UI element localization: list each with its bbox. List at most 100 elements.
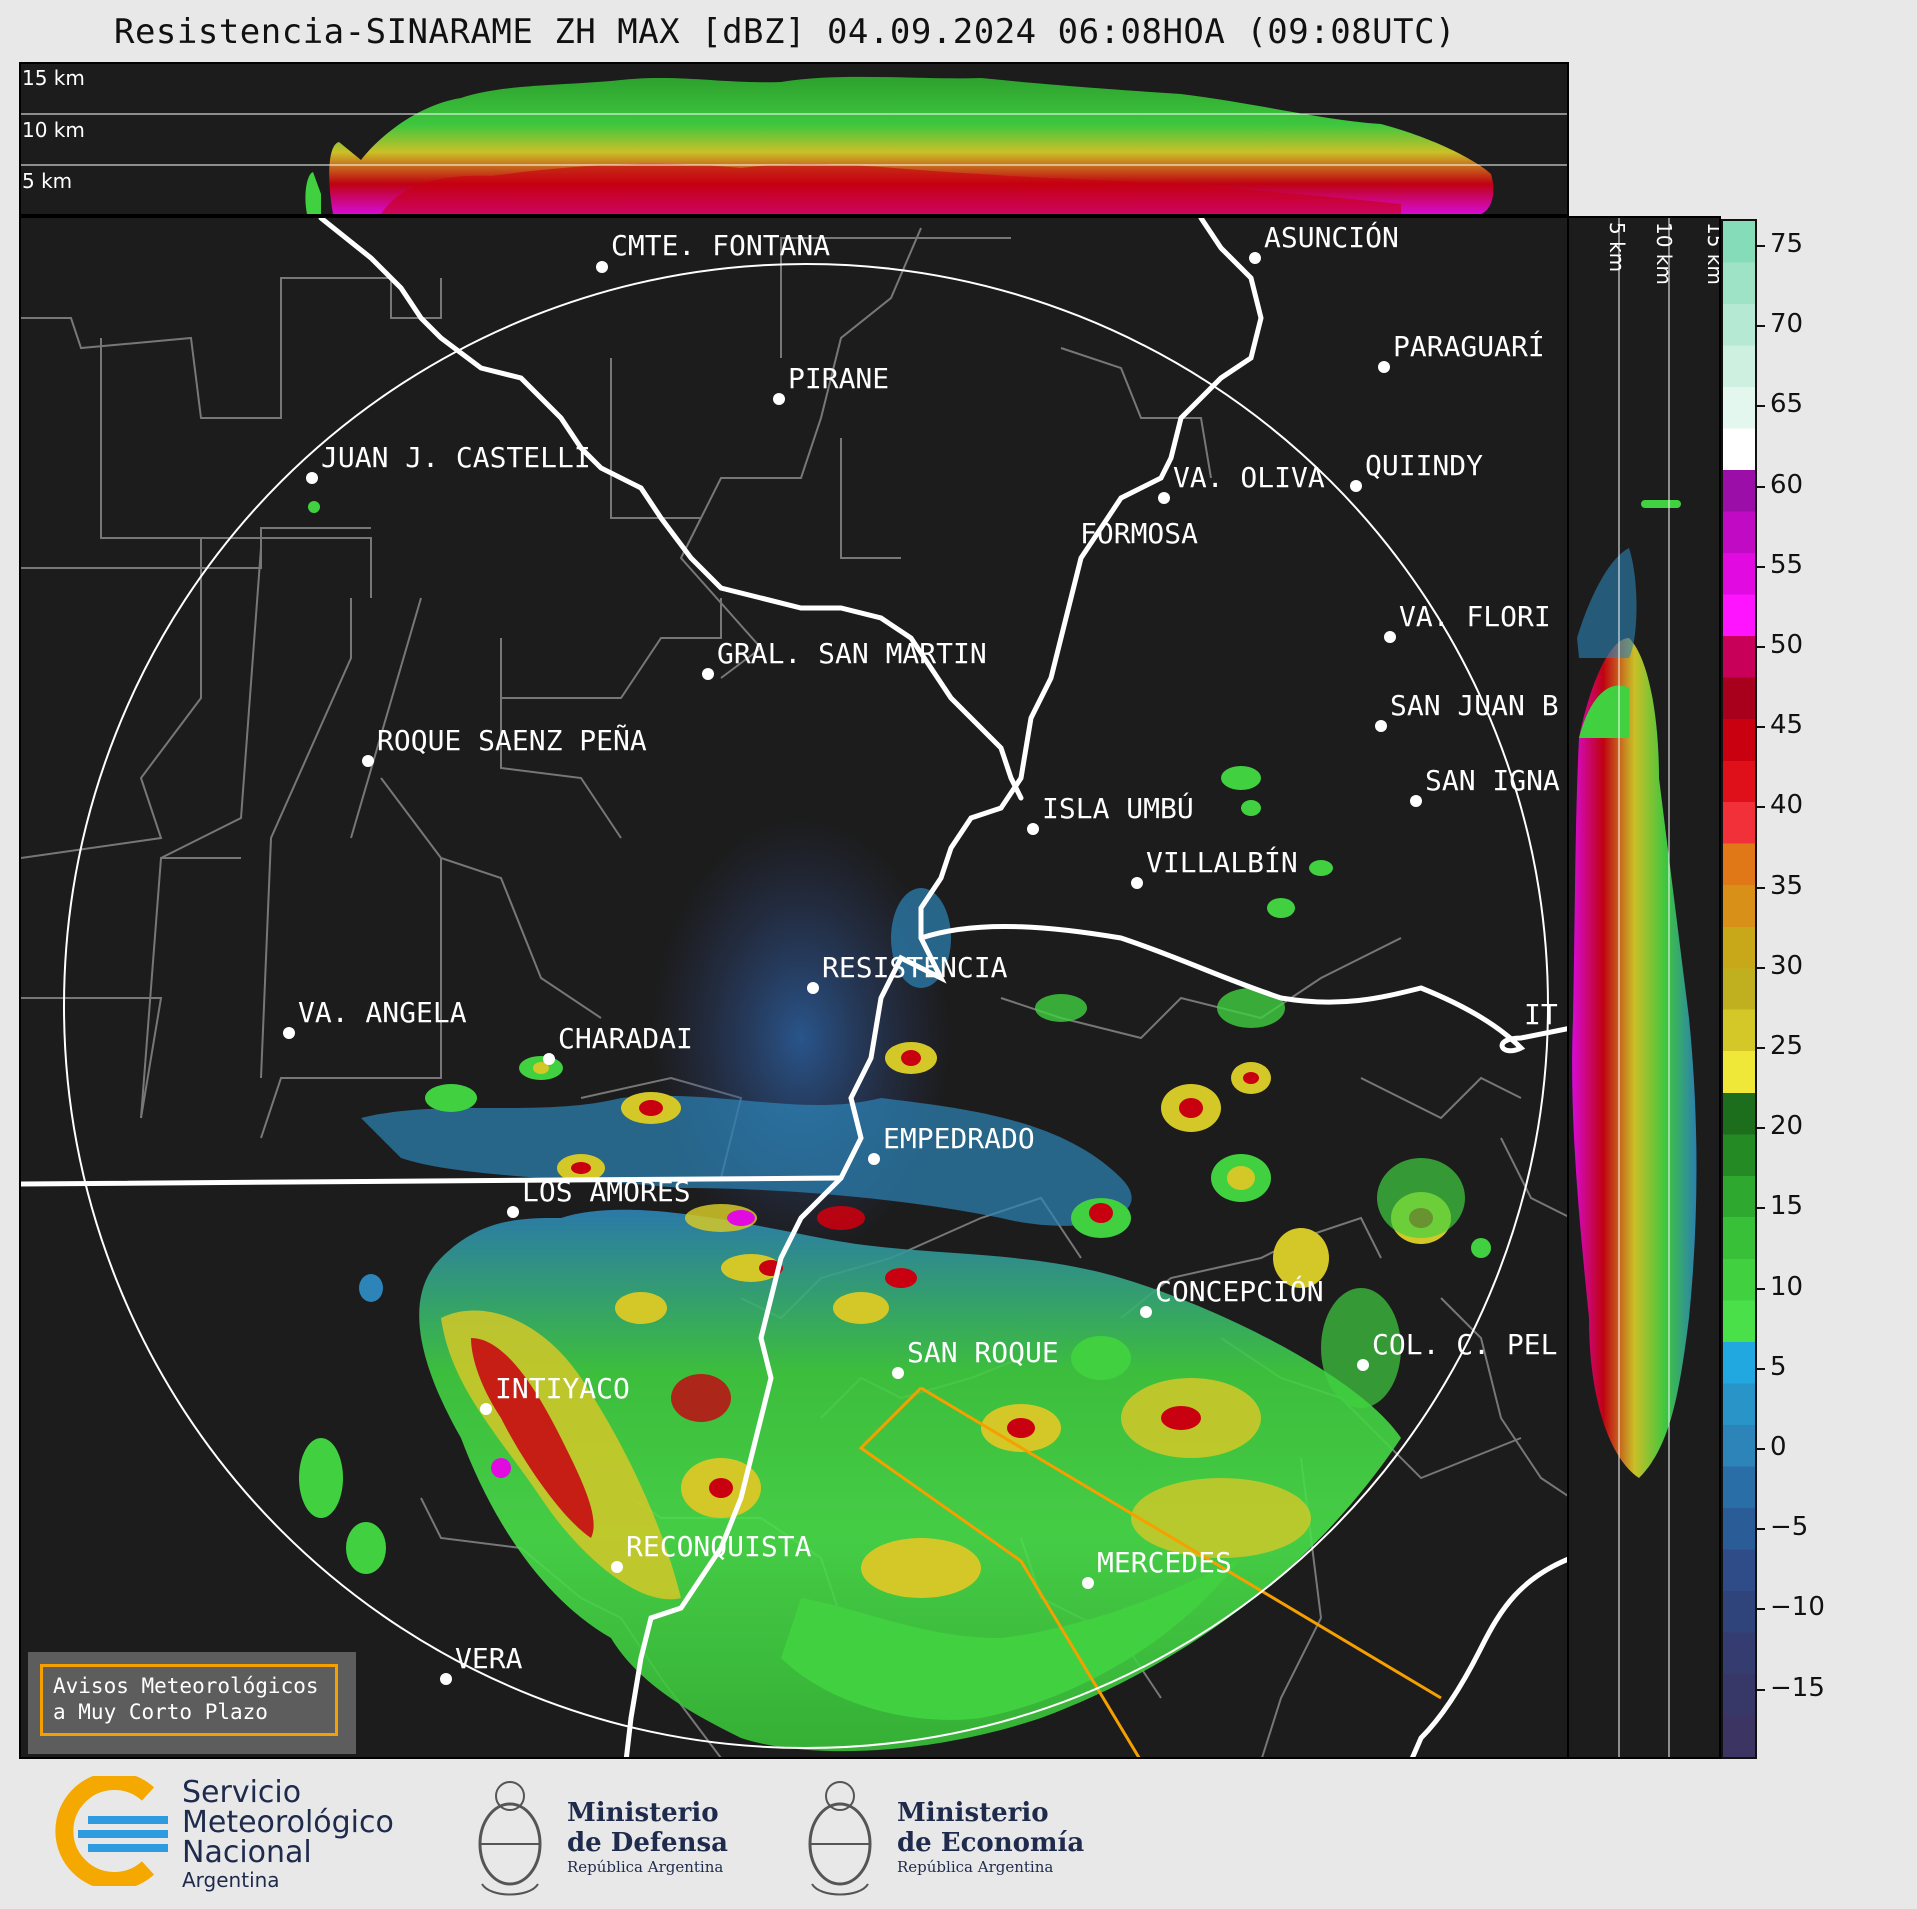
economia-line3: República Argentina <box>897 1858 1054 1876</box>
city-label-san-igna: SAN IGNA <box>1425 764 1560 797</box>
colorbar-tick-label: 70 <box>1770 309 1804 340</box>
colorbar-tick-label: 30 <box>1770 950 1804 981</box>
colorbar-tick-label: 40 <box>1770 790 1804 821</box>
city-label-gral-san-martin: GRAL. SAN MARTIN <box>717 637 987 670</box>
city-dot <box>611 1561 623 1573</box>
colorbar-tick-mark <box>1757 1528 1765 1531</box>
top-echo-profile <box>21 76 1567 214</box>
city-label-pirane: PIRANE <box>788 362 890 395</box>
city-label-concepcion: CONCEPCIÓN <box>1155 1275 1324 1308</box>
colorbar-tick-mark <box>1757 245 1765 247</box>
city-label-it: IT <box>1524 998 1558 1031</box>
side-cross-section: 5 km 10 km 15 km <box>1569 216 1721 1759</box>
city-dot <box>702 668 714 680</box>
colorbar-tick-label: −10 <box>1770 1592 1825 1623</box>
city-label-quiindy: QUIINDY <box>1365 449 1484 482</box>
radar-map-svg <box>21 218 1567 1759</box>
city-dot <box>1140 1306 1152 1318</box>
city-label-charadai: CHARADAI <box>558 1022 693 1055</box>
footer-logos: Servicio Meteorológico Nacional Argentin… <box>0 1762 1917 1909</box>
side-5km-label: 5 km <box>1605 222 1629 273</box>
smn-logo-text: Servicio Meteorológico Nacional Argentin… <box>182 1775 394 1893</box>
colorbar-tick-label: 45 <box>1770 710 1804 741</box>
colorbar-tick-label: 60 <box>1770 469 1804 500</box>
range-ring <box>63 263 1549 1749</box>
city-dot <box>1131 877 1143 889</box>
colorbar-tick-label: −5 <box>1770 1512 1809 1543</box>
top-10km-label: 10 km <box>22 118 85 142</box>
colorbar-tick-label: 20 <box>1770 1111 1804 1142</box>
colorbar-tick-mark <box>1757 325 1765 328</box>
city-dot <box>1357 1359 1369 1371</box>
city-dot <box>306 472 318 484</box>
city-dot <box>1375 720 1387 732</box>
city-dot <box>1249 252 1261 264</box>
top-5km-label: 5 km <box>22 169 73 193</box>
warning-polygon[interactable] <box>858 1386 1442 1759</box>
city-dot <box>362 755 374 767</box>
city-label-roque-saenz-pena: ROQUE SAENZ PEÑA <box>377 724 647 757</box>
defensa-logo-text: Ministerio de Defensa República Argentin… <box>567 1798 728 1876</box>
colorbar-tick-mark <box>1757 806 1765 809</box>
side-echo-profile <box>1572 218 1697 1757</box>
city-dot <box>1082 1577 1094 1589</box>
city-dot <box>507 1206 519 1218</box>
side-10km-label: 10 km <box>1652 222 1676 285</box>
colorbar-tick-label: 5 <box>1770 1351 1787 1382</box>
city-label-villalbin: VILLALBÍN <box>1146 846 1298 879</box>
avisos-line2: a Muy Corto Plazo <box>53 1700 268 1724</box>
smn-line2: Meteorológico <box>182 1805 394 1840</box>
city-label-san-juan-b: SAN JUAN B <box>1390 689 1559 722</box>
colorbar-tick-label: 65 <box>1770 389 1804 420</box>
city-label-paraguari: PARAGUARÍ <box>1393 330 1545 363</box>
colorbar-tick-label: 15 <box>1770 1191 1804 1222</box>
smn-line3: Nacional <box>182 1835 312 1870</box>
colorbar-tick-mark <box>1757 646 1765 648</box>
avisos-box[interactable]: Avisos Meteorológicos a Muy Corto Plazo <box>28 1652 356 1754</box>
colorbar-tick-mark <box>1757 1608 1765 1611</box>
rivers <box>21 218 1567 1757</box>
colorbar-tick-label: 10 <box>1770 1271 1804 1302</box>
colorbar-tick-mark <box>1757 485 1765 488</box>
city-label-reconquista: RECONQUISTA <box>626 1530 812 1563</box>
top-cross-section: 15 km 10 km 5 km <box>19 62 1569 216</box>
city-label-va-flori: VA. FLORI <box>1399 600 1551 633</box>
city-label-intiyaco: INTIYACO <box>495 1372 630 1405</box>
colorbar-tick-mark <box>1757 1287 1765 1290</box>
city-label-vera: VERA <box>455 1642 523 1675</box>
city-dot <box>892 1367 904 1379</box>
city-label-isla-umbu: ISLA UMBÚ <box>1042 792 1194 825</box>
city-label-resistencia: RESISTENCIA <box>822 951 1008 984</box>
economia-line2: de Economía <box>897 1828 1085 1858</box>
dbz-colorbar <box>1721 219 1757 1759</box>
smn-line4: Argentina <box>182 1868 280 1892</box>
avisos-line1: Avisos Meteorológicos <box>53 1674 319 1698</box>
defensa-line1: Ministerio <box>567 1798 719 1828</box>
colorbar-tick-label: 50 <box>1770 630 1804 660</box>
colorbar-tick-mark <box>1757 726 1765 729</box>
city-label-juan-castelli: JUAN J. CASTELLI <box>321 441 591 474</box>
page-title: Resistencia-SINARAME ZH MAX [dBZ] 04.09.… <box>113 12 1457 52</box>
smn-line1: Servicio <box>182 1775 302 1810</box>
city-dot <box>1350 480 1362 492</box>
colorbar-tick-mark <box>1757 1367 1765 1370</box>
city-dot <box>1378 361 1390 373</box>
avisos-inner[interactable]: Avisos Meteorológicos a Muy Corto Plazo <box>40 1664 338 1736</box>
colorbar-tick-mark <box>1757 1047 1765 1049</box>
city-dot <box>596 261 608 273</box>
city-dot <box>807 982 819 994</box>
city-dot <box>543 1053 555 1065</box>
smn-logo-icon <box>55 1776 168 1886</box>
city-label-asuncion: ASUNCIÓN <box>1264 221 1399 254</box>
radar-map[interactable] <box>19 216 1569 1759</box>
city-dot <box>868 1153 880 1165</box>
city-dot <box>440 1673 452 1685</box>
side-15km-label: 15 km <box>1703 222 1721 285</box>
colorbar-tick-label: 0 <box>1770 1432 1787 1462</box>
city-dot <box>1027 823 1039 835</box>
top-15km-label: 15 km <box>22 66 85 90</box>
colorbar-tick-mark <box>1757 966 1765 969</box>
colorbar-tick-mark <box>1757 1207 1765 1210</box>
defensa-coat-of-arms-icon <box>478 1781 542 1896</box>
colorbar-tick-label: −15 <box>1770 1672 1825 1703</box>
